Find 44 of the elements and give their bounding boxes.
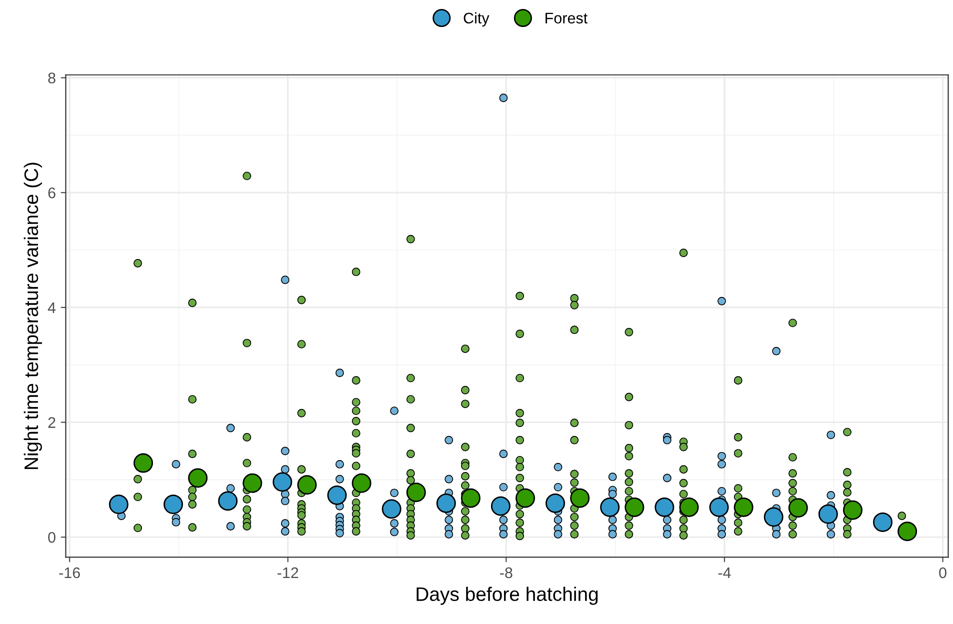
y-tick-label: 4: [48, 302, 56, 313]
point: [164, 494, 184, 514]
x-tick-label: 0: [939, 567, 946, 578]
point: [382, 499, 402, 519]
point: [108, 494, 128, 514]
y-tick-label: 0: [48, 532, 56, 543]
y-tick-label: 6: [48, 187, 56, 198]
legend-label: Forest: [546, 12, 588, 24]
point: [436, 494, 456, 514]
point: [516, 488, 536, 508]
point: [624, 498, 644, 518]
x-axis-title: Days before hatching: [416, 586, 598, 605]
point: [134, 453, 154, 473]
y-tick-label: 8: [48, 72, 56, 84]
legend-label: City: [464, 12, 490, 27]
point: [600, 498, 620, 518]
point: [818, 504, 838, 524]
y-tick-label: 2: [48, 417, 56, 428]
point: [679, 498, 699, 518]
point: [490, 496, 510, 516]
point: [352, 473, 372, 493]
y-axis-title: Night time temperature variance (C): [24, 162, 42, 469]
point: [327, 485, 347, 505]
point: [297, 475, 317, 495]
point: [570, 488, 590, 508]
point: [272, 472, 292, 492]
point: [188, 468, 208, 488]
x-tick-label: -4: [718, 568, 731, 578]
x-tick-label: -16: [59, 567, 80, 578]
point: [842, 500, 862, 520]
point: [872, 512, 892, 532]
point: [898, 522, 918, 542]
point: [546, 494, 566, 514]
point: [734, 498, 754, 518]
point: [764, 507, 784, 527]
point: [218, 491, 238, 511]
point: [788, 498, 808, 518]
point: [709, 498, 729, 518]
x-tick-label: -12: [278, 567, 298, 578]
point: [406, 482, 426, 502]
point: [460, 488, 480, 508]
x-tick-label: -8: [500, 567, 512, 578]
point: [242, 473, 262, 493]
point: [654, 498, 674, 518]
